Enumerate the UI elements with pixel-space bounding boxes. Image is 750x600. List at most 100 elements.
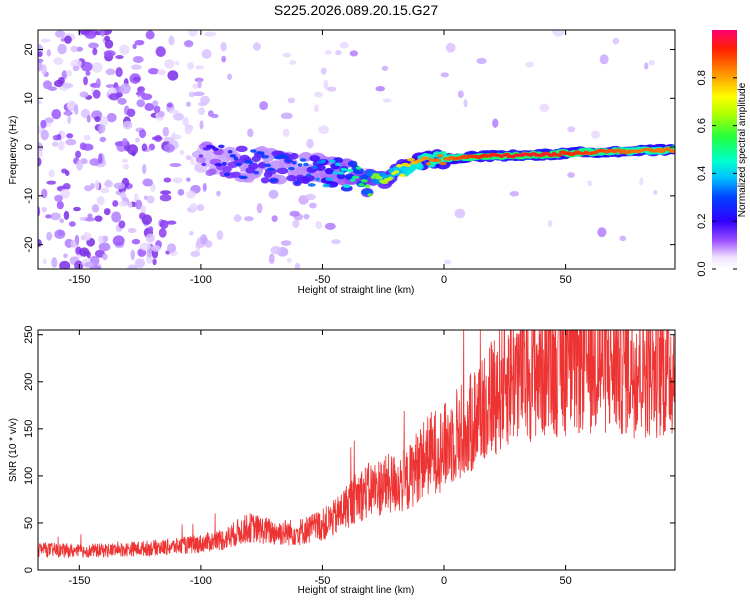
- noise-blob: [247, 128, 254, 138]
- colorbar-label: Normalized spectral amplitude: [737, 82, 748, 217]
- ridge-mark: [393, 170, 400, 174]
- noise-blob: [128, 201, 133, 209]
- ridge-mark: [227, 150, 233, 154]
- ridge-mark: [212, 147, 219, 151]
- noise-blob: [509, 190, 520, 197]
- noise-blob: [188, 30, 198, 37]
- snr-ylabel: SNR (10 * v/v): [8, 418, 19, 482]
- noise-blob: [282, 52, 292, 58]
- ridge-mark: [253, 171, 259, 175]
- noise-blob: [38, 100, 43, 105]
- noise-blob: [187, 62, 195, 70]
- noise-blob: [163, 177, 172, 183]
- ridge-mark: [358, 183, 365, 187]
- noise-blob: [79, 247, 90, 257]
- noise-blob: [653, 190, 658, 195]
- noise-blob: [216, 230, 224, 241]
- ridge-mark: [261, 154, 270, 159]
- noise-blob: [492, 118, 499, 128]
- ridge-mark: [221, 162, 227, 166]
- noise-blob: [87, 213, 93, 219]
- noise-blob: [177, 189, 185, 196]
- noise-blob: [126, 108, 136, 118]
- noise-blob: [94, 215, 103, 222]
- noise-blob: [83, 76, 88, 86]
- ridge-mark: [315, 164, 326, 171]
- ridge-mark: [437, 153, 444, 158]
- noise-blob: [599, 54, 609, 65]
- snr-ytick-label: 200: [23, 373, 35, 391]
- noise-blob: [46, 49, 52, 57]
- noise-blob: [38, 51, 43, 58]
- spectrogram-xtick-label: -100: [190, 274, 212, 286]
- noise-blob: [56, 200, 64, 210]
- noise-blob: [135, 137, 140, 143]
- snr-ytick-label: 150: [23, 420, 35, 438]
- noise-blob: [108, 93, 120, 101]
- noise-blob: [146, 195, 155, 204]
- ridge-mark: [306, 173, 312, 177]
- noise-blob: [130, 64, 142, 70]
- noise-blob: [130, 249, 135, 261]
- noise-blob: [150, 245, 162, 252]
- colorbar-gradient: [712, 30, 737, 269]
- spectrogram-xtick-label: 0: [441, 274, 447, 286]
- ridge-mark: [332, 157, 344, 164]
- ridge-mark: [425, 161, 431, 166]
- noise-blob: [98, 124, 106, 134]
- ridge-mark: [208, 168, 217, 175]
- noise-blob: [144, 103, 155, 112]
- spectrogram-ylabel: Frequency (Hz): [8, 116, 19, 185]
- noise-blob: [382, 98, 392, 103]
- noise-blob: [105, 84, 116, 89]
- noise-blob: [142, 164, 147, 175]
- noise-blob: [48, 169, 55, 178]
- noise-blob: [76, 160, 83, 171]
- noise-blob: [167, 70, 179, 81]
- noise-blob: [38, 239, 42, 248]
- ridge-mark: [241, 175, 248, 180]
- noise-blob: [94, 179, 100, 191]
- noise-blob: [309, 202, 317, 209]
- noise-blob: [166, 220, 177, 225]
- noise-blob: [59, 260, 71, 269]
- noise-blob: [57, 140, 65, 151]
- ridge-mark: [236, 162, 242, 167]
- noise-blob: [94, 116, 101, 123]
- snr-ytick-label: 100: [23, 467, 35, 485]
- noise-blob: [454, 208, 466, 219]
- noise-blob: [63, 110, 73, 116]
- spectrogram-xtick-label: -150: [68, 274, 90, 286]
- noise-blob: [271, 215, 278, 222]
- noise-blob: [207, 110, 214, 117]
- noise-blob: [335, 50, 342, 56]
- snr-series-line: [38, 330, 675, 559]
- ridge-mark: [372, 173, 380, 177]
- noise-blob: [46, 231, 53, 241]
- noise-blob: [457, 90, 464, 99]
- noise-blob: [70, 240, 77, 248]
- ridge-mark: [332, 171, 338, 175]
- ridge-mark: [360, 179, 368, 183]
- noise-blob: [57, 43, 67, 55]
- noise-blob: [105, 179, 111, 187]
- snr-xtick-label: -100: [190, 575, 212, 587]
- ridge-mark: [265, 163, 271, 168]
- ridge-mark: [302, 174, 315, 182]
- noise-blob: [185, 155, 192, 161]
- noise-blob: [118, 201, 128, 207]
- noise-blob: [139, 242, 152, 251]
- noise-blob: [153, 105, 161, 113]
- noise-blob: [99, 30, 105, 37]
- noise-blob: [92, 89, 101, 99]
- noise-blob: [83, 134, 91, 141]
- noise-blob: [183, 40, 194, 48]
- noise-blob: [192, 83, 200, 89]
- noise-blob: [292, 219, 300, 228]
- ridge-mark: [198, 154, 204, 158]
- colorbar-tick-label: 0.4: [696, 166, 708, 181]
- noise-blob: [75, 150, 82, 159]
- noise-blob: [567, 126, 576, 133]
- ridge-mark: [364, 184, 371, 189]
- noise-blob: [146, 249, 153, 258]
